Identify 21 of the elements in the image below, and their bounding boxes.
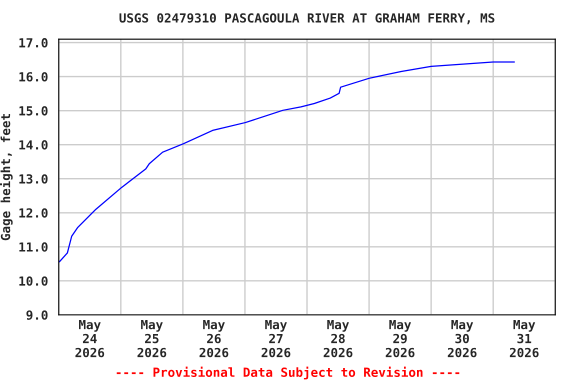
x-tick-label: May 31 2026 xyxy=(510,320,539,358)
chart-title: USGS 02479310 PASCAGOULA RIVER AT GRAHAM FERRY, MS xyxy=(120,13,494,24)
x-tick-label: May 27 2026 xyxy=(262,320,290,358)
text: ---- Provisional Data Subject to Revision ---- xyxy=(116,366,460,380)
x-tick-label: May 28 2026 xyxy=(324,320,352,358)
x-tick-label: May 24 2026 xyxy=(75,320,104,358)
y-axis-title: Gage height, feet xyxy=(0,114,13,240)
y-tick-label: 16.0 xyxy=(19,72,48,82)
y-tick-label: 15.0 xyxy=(19,106,48,116)
x-tick-label: May 26 2026 xyxy=(200,320,228,358)
x-tick-label: May 29 2026 xyxy=(386,320,414,358)
y-tick-label: 10.0 xyxy=(19,276,48,286)
y-tick-label: 12.0 xyxy=(19,208,48,218)
y-tick-label: 17.0 xyxy=(19,38,48,48)
y-tick-label: 11.0 xyxy=(19,242,48,252)
y-tick-label: 14.0 xyxy=(19,140,48,150)
x-tick-label: May 30 2026 xyxy=(448,320,477,358)
x-tick-label: May 25 2026 xyxy=(138,320,166,358)
y-tick-label: 9.0 xyxy=(26,310,48,320)
line-series xyxy=(58,61,515,262)
y-tick-label: 13.0 xyxy=(19,174,48,184)
